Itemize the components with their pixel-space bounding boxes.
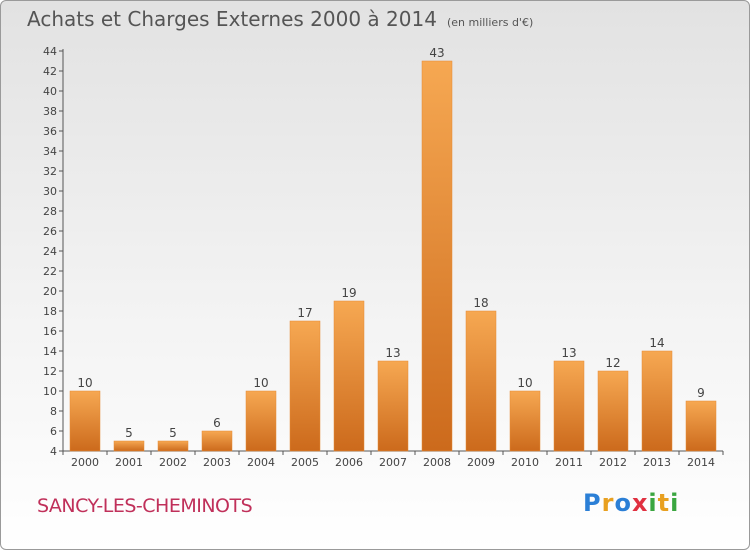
commune-name: SANCY-LES-CHEMINOTS xyxy=(37,495,253,517)
chart-title: Achats et Charges Externes 2000 à 2014 (e… xyxy=(27,7,533,31)
y-tick-label: 24 xyxy=(43,245,57,258)
bar xyxy=(509,390,541,452)
chart-title-text: Achats et Charges Externes 2000 à 2014 xyxy=(27,7,437,31)
y-tick-label: 36 xyxy=(43,125,57,138)
y-tick-label: 8 xyxy=(50,405,57,418)
data-label: 14 xyxy=(649,336,664,350)
y-tick-label: 30 xyxy=(43,185,57,198)
logo-letter: t xyxy=(657,489,671,517)
x-tick-label: 2012 xyxy=(599,456,627,469)
bar xyxy=(421,60,453,452)
x-tick-label: 2004 xyxy=(247,456,275,469)
data-label: 5 xyxy=(125,426,133,440)
y-tick-label: 34 xyxy=(43,145,57,158)
y-tick-label: 4 xyxy=(50,445,57,458)
data-label: 10 xyxy=(253,376,268,390)
bar xyxy=(333,300,365,452)
bar xyxy=(245,390,277,452)
x-tick-label: 2003 xyxy=(203,456,231,469)
y-tick-label: 32 xyxy=(43,165,57,178)
data-label: 18 xyxy=(473,296,488,310)
y-tick-label: 10 xyxy=(43,385,57,398)
bar xyxy=(641,350,673,452)
x-tick-label: 2014 xyxy=(687,456,715,469)
y-tick-label: 12 xyxy=(43,365,57,378)
x-axis: 2000 2001 2002 2003 2004 2005 2006 2007 2008 2009… xyxy=(62,450,724,469)
bar xyxy=(69,390,101,452)
bar xyxy=(157,440,189,452)
data-label: 10 xyxy=(77,376,92,390)
y-tick-label: 38 xyxy=(43,105,57,118)
x-tick-label: 2005 xyxy=(291,456,319,469)
data-label: 10 xyxy=(517,376,532,390)
data-label: 13 xyxy=(385,346,400,360)
data-label: 17 xyxy=(297,306,312,320)
data-label: 6 xyxy=(213,416,221,430)
bar xyxy=(597,370,629,452)
y-tick-label: 42 xyxy=(43,65,57,78)
x-tick-label: 2013 xyxy=(643,456,671,469)
y-tick-label: 20 xyxy=(43,285,57,298)
y-tick-label: 16 xyxy=(43,325,57,338)
data-label: 43 xyxy=(429,46,444,60)
bar xyxy=(201,430,233,452)
data-label: 12 xyxy=(605,356,620,370)
y-tick-label: 40 xyxy=(43,85,57,98)
logo-letter: o xyxy=(614,489,632,517)
y-tick-label: 28 xyxy=(43,205,57,218)
data-label: 19 xyxy=(341,286,356,300)
y-tick-label: 26 xyxy=(43,225,57,238)
data-label: 9 xyxy=(697,386,705,400)
x-tick-label: 2008 xyxy=(423,456,451,469)
logo-letter: P xyxy=(583,489,602,517)
x-tick-label: 2001 xyxy=(115,456,143,469)
chart-subtitle: (en milliers d'€) xyxy=(446,16,534,29)
proxiti-logo[interactable]: Proxiti xyxy=(583,489,679,517)
logo-letter: i xyxy=(670,489,680,517)
y-tick-label: 18 xyxy=(43,305,57,318)
data-labels: 10 5 5 6 10 17 19 13 43 18 10 13 12 14 9 xyxy=(77,46,704,440)
bar xyxy=(289,320,321,452)
bars xyxy=(69,60,717,452)
data-label: 13 xyxy=(561,346,576,360)
bar xyxy=(377,360,409,452)
x-tick-label: 2000 xyxy=(71,456,99,469)
y-tick-label: 22 xyxy=(43,265,57,278)
bar xyxy=(113,440,145,452)
x-tick-label: 2009 xyxy=(467,456,495,469)
logo-letter: r xyxy=(601,489,615,517)
data-label: 5 xyxy=(169,426,177,440)
y-axis: 4 6 8 10 12 14 16 18 20 22 24 26 28 30 32 34 36 38 40 42 44 xyxy=(43,45,64,458)
x-tick-label: 2002 xyxy=(159,456,187,469)
x-tick-label: 2007 xyxy=(379,456,407,469)
y-tick-label: 14 xyxy=(43,345,57,358)
bar xyxy=(685,400,717,452)
x-tick-label: 2006 xyxy=(335,456,363,469)
y-tick-label: 44 xyxy=(43,45,57,58)
logo-letter: x xyxy=(631,489,649,517)
logo-letter: i xyxy=(648,489,658,517)
y-tick-label: 6 xyxy=(50,425,57,438)
x-tick-label: 2010 xyxy=(511,456,539,469)
bar xyxy=(553,360,585,452)
bar xyxy=(465,310,497,452)
x-tick-label: 2011 xyxy=(555,456,583,469)
